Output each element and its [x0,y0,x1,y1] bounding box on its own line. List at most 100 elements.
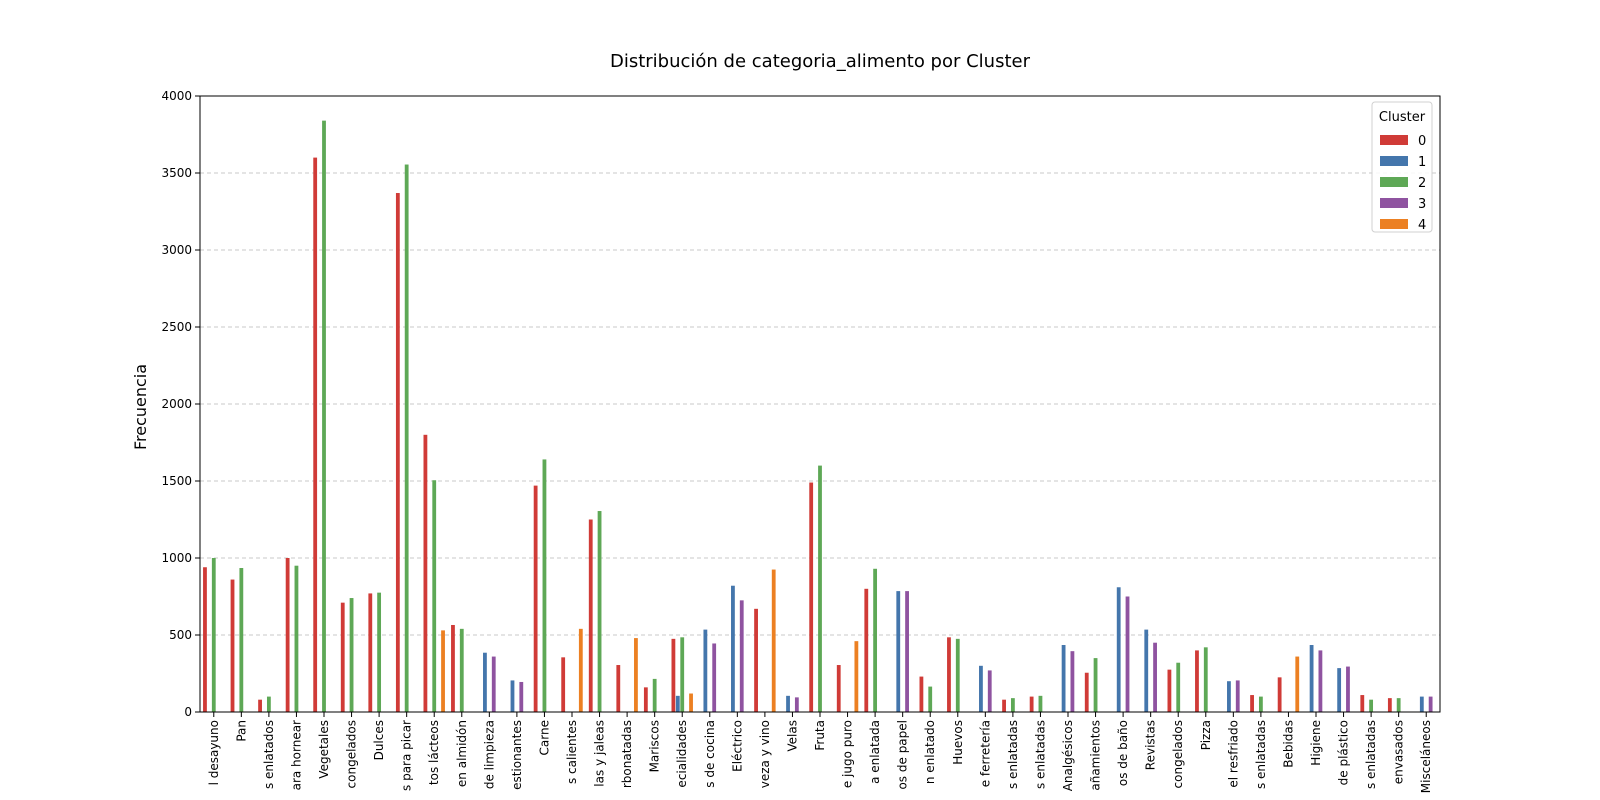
bar-cluster-3 [905,591,909,712]
bar-cluster-3 [712,643,717,712]
bar-cluster-2 [432,480,437,712]
y-axis: 0 500 1000 1500 2000 2500 3000 3500 4000 [161,89,200,719]
x-tick-label: Fruta [813,720,827,751]
y-tick-label: 4000 [161,89,192,103]
bar-cluster-1 [786,695,790,712]
bar-cluster-3 [519,681,524,712]
y-tick-label: 3500 [161,166,192,180]
bar-cluster-0 [588,519,593,712]
x-tick-label: Pan [234,720,248,742]
x-tick-label: s enlatadas [1254,720,1268,789]
bar-cluster-2 [542,459,547,712]
bar-cluster-2 [597,511,602,712]
bar-cluster-4 [441,630,445,712]
x-tick-label: s enlatados [262,720,276,789]
bar-cluster-2 [294,565,299,712]
bar-cluster-0 [561,657,566,712]
bar-cluster-0 [451,624,455,712]
bar-cluster-0 [754,608,758,712]
bar-cluster-1 [510,680,515,712]
bar-cluster-2 [1093,658,1098,712]
bar-cluster-2 [404,164,409,712]
bar-cluster-0 [1084,672,1089,712]
x-tick-label: s calientes [565,720,579,784]
bar-cluster-0 [340,602,345,712]
bar-cluster-0 [1277,677,1282,712]
x-tick-label: añamientos [1089,720,1103,791]
legend-label: 3 [1418,197,1426,212]
x-tick-label: ecialidades [675,720,689,788]
x-tick-label: Mariscos [648,720,662,772]
bar-cluster-2 [818,465,822,712]
bar-cluster-0 [1195,650,1199,712]
bar-cluster-0 [423,434,428,712]
bar-cluster-1 [1061,645,1066,712]
bar-cluster-1 [675,695,680,712]
bar-cluster-0 [836,665,841,712]
legend-swatch [1380,135,1408,145]
bar-cluster-0 [313,157,318,713]
bar-cluster-2 [349,598,354,712]
x-tick-label: congelados [345,720,359,788]
bar-cluster-1 [1227,681,1231,712]
x-tick-label: las y jaleas [593,720,607,787]
bar-cluster-0 [258,699,262,712]
x-tick-label: envasados [1392,720,1406,784]
bar-cluster-3 [739,600,744,712]
bar-cluster-1 [1144,629,1149,712]
bar-cluster-1 [979,665,983,712]
x-tick-label: el resfriado [1226,720,1240,788]
bar-cluster-2 [1203,647,1208,712]
bar-cluster-0 [1250,695,1254,712]
bar-cluster-1 [1309,645,1314,712]
bar-cluster-2 [652,678,657,712]
bar-cluster-0 [1002,699,1006,712]
x-tick-label: e jugo puro [841,720,855,788]
bar-cluster-4 [578,628,583,712]
x-tick-label: Velas [785,720,799,752]
x-tick-label: Bebidas [1281,720,1295,768]
bar-cluster-2 [1396,698,1401,712]
x-tick-label: rbonatadas [620,720,634,788]
bar-cluster-0 [919,676,924,712]
x-tick-label: n enlatado [923,720,937,784]
x-tick-label: de plástico [1337,720,1351,785]
legend-title: Cluster [1379,110,1426,125]
bar-cluster-4 [634,638,638,712]
bar-cluster-3 [1153,642,1157,712]
bar-cluster-0 [616,665,621,712]
bar-cluster-1 [896,591,901,712]
bar-cluster-2 [211,558,216,712]
bar-cluster-3 [794,697,799,712]
legend-label: 1 [1418,155,1426,170]
bar-cluster-2 [239,568,244,712]
legend-label: 2 [1418,176,1426,191]
bar-cluster-2 [322,120,326,712]
bar-cluster-3 [987,670,992,712]
x-tick-label: estionantes [510,720,524,790]
y-tick-label: 1500 [161,474,192,488]
bar-cluster-2 [873,568,878,712]
bar-cluster-3 [491,656,496,712]
x-tick-label: os de papel [896,720,910,790]
bar-cluster-2 [1176,662,1181,712]
x-tick-label: Analgésicos [1061,720,1075,791]
bar-cluster-0 [643,687,648,712]
x-tick-label: Vegetales [317,720,331,779]
bar-cluster-3 [1318,650,1323,712]
x-axis: l desayuno Pan s enlatados ara hornear Veget… [207,712,1433,793]
x-tick-label: s enlatadas [1006,720,1020,789]
bar-cluster-2 [266,696,271,712]
bar-cluster-0 [1029,696,1034,712]
bar-cluster-0 [1387,698,1392,712]
x-tick-label: Misceláneos [1419,720,1433,793]
bar-cluster-1 [1116,587,1121,712]
bar-cluster-2 [377,592,382,712]
bar-cluster-2 [1369,699,1374,712]
bar-cluster-3 [1070,651,1075,712]
bar-cluster-4 [771,569,776,712]
x-tick-label: Huevos [951,720,965,765]
x-tick-label: congelados [1171,720,1185,788]
bar-cluster-3 [1235,680,1240,712]
